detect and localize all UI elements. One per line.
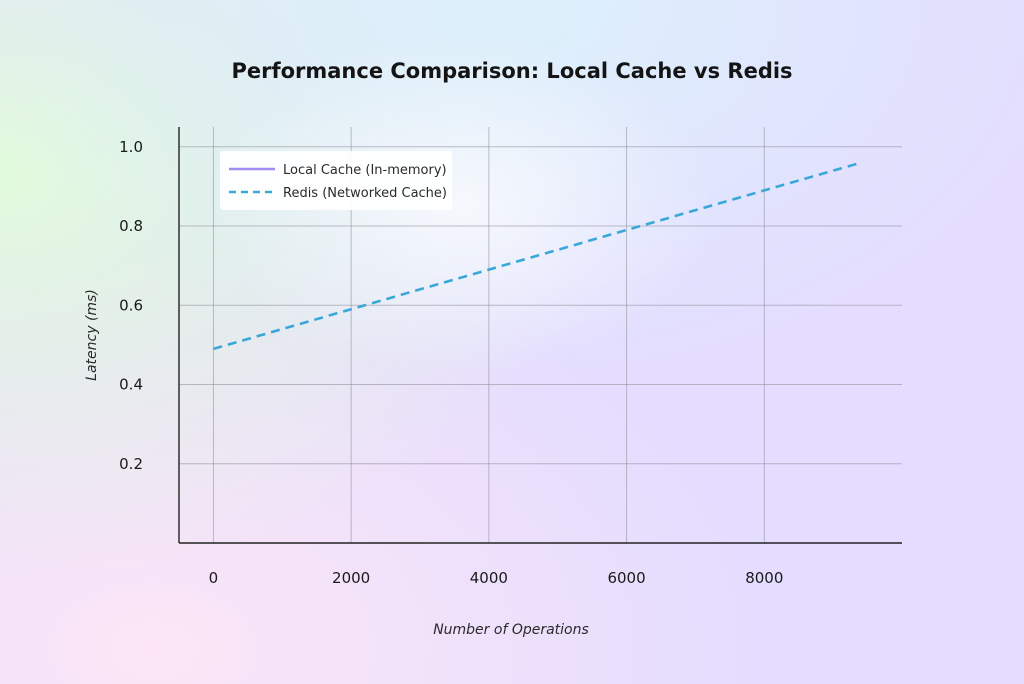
tick-labels: 0 2000 4000 6000 8000 0.2 0.4 0.6 0.8 1.0 [119,138,783,587]
x-tick-label: 4000 [470,569,508,587]
chart-title: Performance Comparison: Local Cache vs R… [231,59,792,83]
x-tick-label: 8000 [745,569,783,587]
y-tick-label: 0.2 [119,455,143,473]
y-tick-label: 0.6 [119,296,143,314]
y-tick-label: 0.4 [119,376,143,394]
axes [178,127,902,544]
y-tick-label: 0.8 [119,217,143,235]
x-axis-label: Number of Operations [433,622,589,638]
legend-box [220,151,452,210]
legend-label: Local Cache (In-memory) [283,163,447,178]
y-tick-label: 1.0 [119,138,143,156]
x-tick-label: 0 [209,569,219,587]
series-line-redis [213,161,862,351]
legend: Local Cache (In-memory) Redis (Networked … [220,151,452,210]
x-tick-label: 6000 [607,569,645,587]
series-lines [213,161,862,351]
legend-label: Redis (Networked Cache) [283,186,447,201]
x-tick-label: 2000 [332,569,370,587]
y-axis-label: Latency (ms) [84,289,100,381]
grid [179,127,902,543]
